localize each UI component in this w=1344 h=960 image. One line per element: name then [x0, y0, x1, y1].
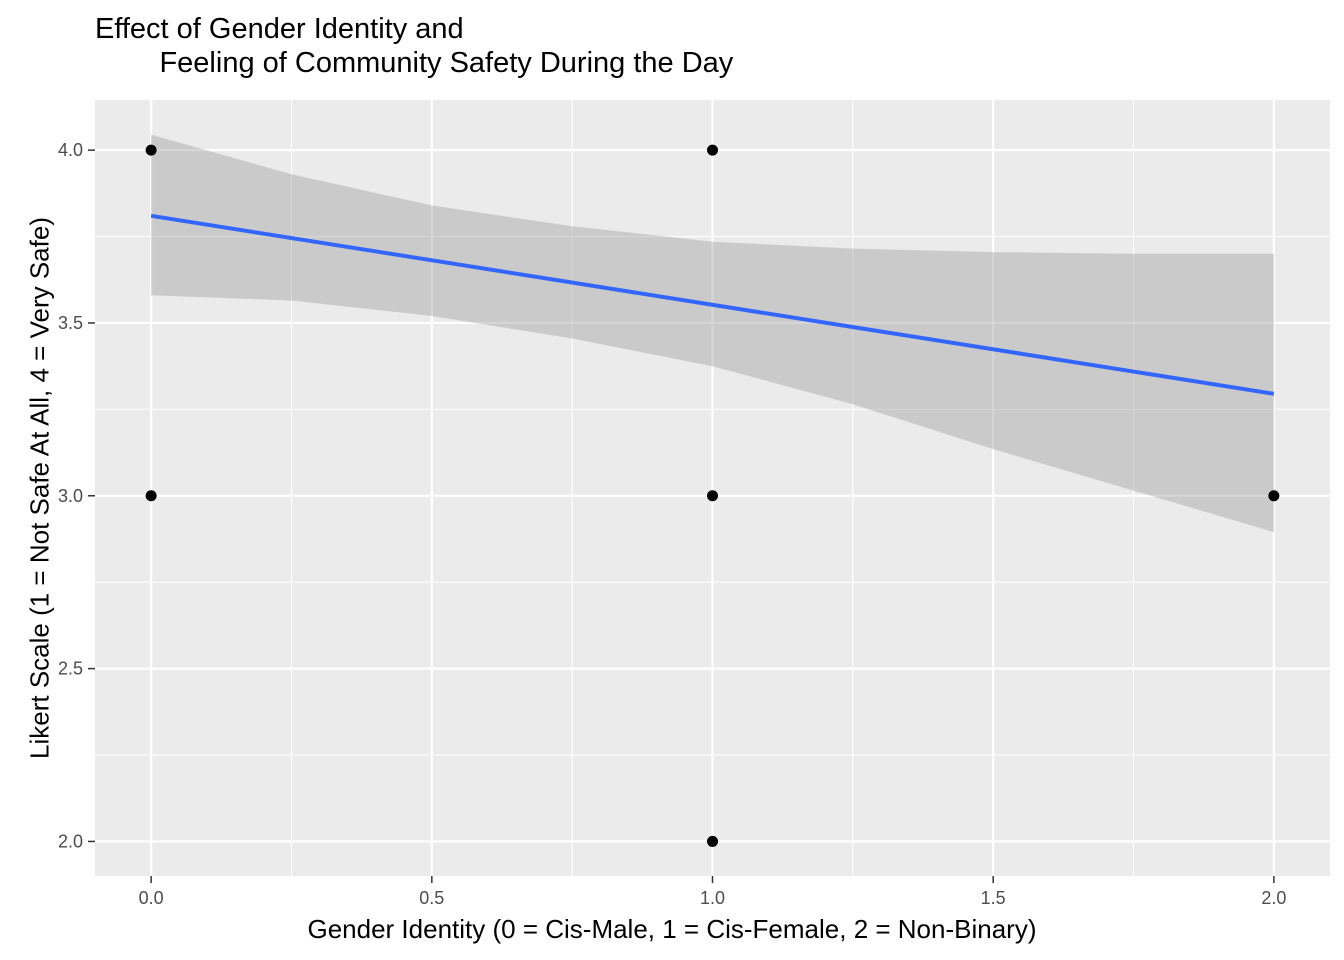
chart-title-line-2: Feeling of Community Safety During the D… — [95, 47, 734, 79]
chart-title-line-1: Effect of Gender Identity and — [95, 13, 464, 45]
chart-title: Effect of Gender Identity and Feeling of… — [95, 12, 733, 80]
x-tick-label: 2.0 — [1261, 888, 1286, 908]
data-point — [707, 144, 718, 156]
x-axis-label: Gender Identity (0 = Cis-Male, 1 = Cis-F… — [307, 914, 1037, 944]
y-tick-label: 2.5 — [58, 659, 83, 679]
x-tick-label: 0.5 — [419, 888, 444, 908]
y-tick-label: 3.0 — [58, 486, 83, 506]
data-points — [145, 144, 1280, 847]
y-tick-label: 4.0 — [58, 140, 83, 160]
y-tick-label: 3.5 — [58, 313, 83, 333]
data-point — [145, 144, 157, 156]
y-tick-label: 2.0 — [58, 831, 83, 851]
data-point — [707, 835, 718, 847]
confidence-band — [151, 134, 1274, 533]
data-point — [145, 490, 157, 502]
x-tick-label: 1.0 — [700, 888, 725, 908]
data-point — [707, 490, 718, 502]
y-axis-label: Likert Scale (1 = Not Safe At All, 4 = V… — [24, 217, 55, 759]
regression-line — [150, 213, 1275, 396]
x-axis-ticks: 0.0 0.5 1.0 1.5 2.0 — [139, 876, 1286, 908]
y-axis-ticks: 2.0 2.5 3.0 3.5 4.0 — [58, 140, 95, 851]
x-tick-label: 1.5 — [981, 888, 1006, 908]
data-point — [1268, 490, 1280, 502]
x-tick-label: 0.0 — [139, 888, 164, 908]
